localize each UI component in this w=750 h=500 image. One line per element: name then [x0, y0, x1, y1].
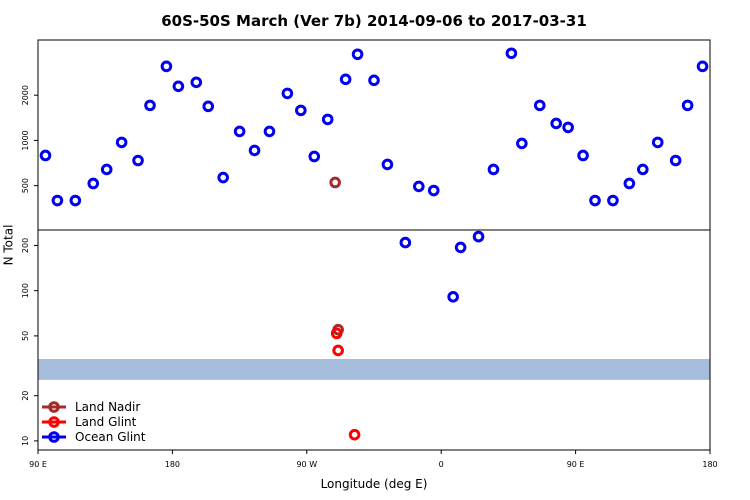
point: [100, 163, 113, 176]
point: [51, 194, 64, 207]
point: [637, 163, 649, 176]
point: [295, 104, 307, 117]
point: [533, 99, 546, 112]
plot-frame: [37, 39, 711, 451]
point: [623, 177, 636, 190]
point: [217, 171, 229, 184]
point: [505, 47, 518, 60]
point: [577, 149, 589, 162]
point: [351, 48, 364, 61]
chart-title: 60S-50S March (Ver 7b) 2014-09-06 to 201…: [161, 12, 587, 30]
point: [281, 87, 294, 100]
point: [87, 177, 100, 190]
y-axis-label: N Total: [2, 225, 16, 266]
point: [381, 158, 394, 171]
y-tick-label: 50: [21, 331, 30, 341]
y-tick-label: 100: [21, 283, 30, 298]
point: [562, 121, 574, 134]
legend-marker: [48, 416, 60, 428]
legend-marker: [48, 431, 60, 443]
x-tick-label: 180: [702, 460, 717, 469]
point: [190, 76, 203, 89]
point: [321, 113, 334, 126]
y-tick-label: 200: [21, 238, 30, 253]
x-tick-label: 90 W: [296, 460, 317, 469]
x-tick-label: 90 E: [567, 460, 585, 469]
x-tick-label: 180: [165, 460, 180, 469]
point: [115, 136, 128, 149]
legend-marker: [48, 401, 60, 413]
point: [132, 154, 144, 167]
point: [160, 60, 173, 73]
point: [427, 184, 440, 197]
point: [330, 327, 343, 340]
point: [248, 144, 261, 157]
point: [681, 99, 694, 112]
point: [329, 176, 341, 189]
point: [339, 73, 352, 86]
point: [607, 194, 619, 207]
point: [308, 150, 321, 163]
point: [589, 194, 601, 207]
point: [516, 137, 528, 150]
x-tick-label: 90 E: [29, 460, 47, 469]
point: [368, 74, 380, 87]
point: [487, 163, 500, 176]
point: [332, 344, 344, 357]
y-tick-label: 1000: [21, 130, 30, 150]
point: [202, 100, 215, 113]
legend-label: Land Nadir: [75, 400, 140, 414]
x-axis-label: Longitude (deg E): [321, 477, 428, 491]
point: [447, 291, 459, 303]
point: [696, 60, 709, 73]
point: [69, 194, 82, 207]
y-tick-label: 500: [21, 178, 30, 193]
y-tick-label: 2000: [21, 85, 30, 105]
point: [144, 99, 156, 112]
band: [38, 358, 710, 380]
point: [454, 241, 467, 254]
point: [39, 149, 52, 162]
point: [472, 230, 485, 243]
point: [550, 117, 562, 130]
point: [263, 125, 276, 138]
y-tick-label: 10: [21, 436, 30, 446]
point: [172, 80, 185, 93]
point: [233, 125, 246, 138]
point: [651, 136, 664, 149]
y-tick-label: 20: [21, 391, 30, 401]
legend-label: Ocean Glint: [75, 430, 146, 444]
point: [669, 154, 682, 167]
point: [399, 236, 412, 249]
legend-label: Land Glint: [75, 415, 137, 429]
point: [413, 180, 425, 193]
point: [348, 428, 361, 441]
x-tick-label: 0: [439, 460, 444, 469]
